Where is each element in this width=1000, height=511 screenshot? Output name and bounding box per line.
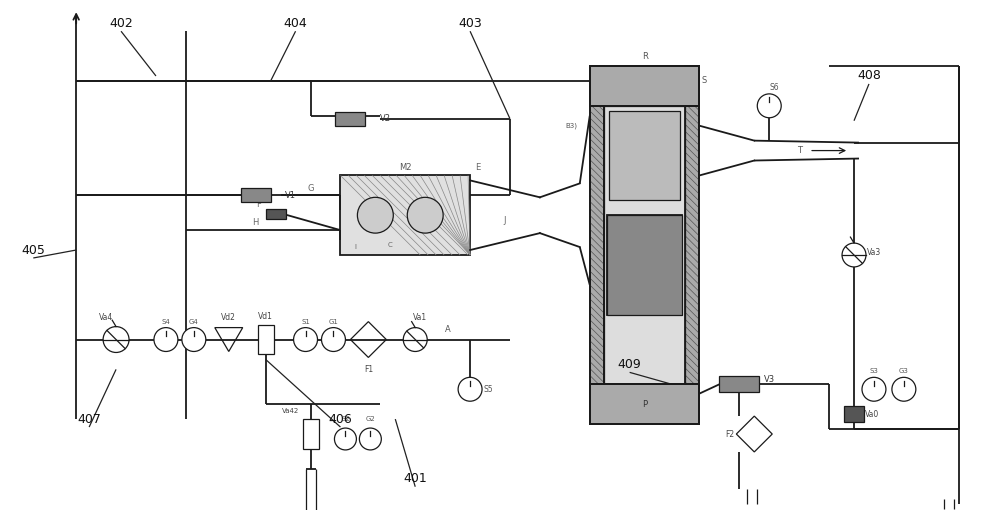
Circle shape (154, 328, 178, 352)
Text: 408: 408 (857, 69, 881, 82)
Text: G2: G2 (365, 416, 375, 422)
Text: Va0: Va0 (865, 410, 879, 419)
Circle shape (403, 328, 427, 352)
Bar (258, 324, 274, 355)
Text: Va1: Va1 (413, 313, 427, 322)
Text: V1: V1 (285, 191, 296, 200)
Bar (607, 215, 682, 315)
Text: D: D (372, 211, 379, 220)
Text: T: T (797, 146, 802, 155)
Text: 403: 403 (458, 17, 482, 30)
Text: J: J (504, 216, 506, 225)
Bar (685, 66, 699, 424)
Text: E: E (475, 163, 481, 172)
Bar (590, 66, 604, 424)
Bar (303, 419, 319, 449)
Circle shape (757, 94, 781, 118)
Text: F: F (256, 200, 261, 209)
Text: 407: 407 (77, 412, 101, 426)
Text: 401: 401 (403, 472, 427, 485)
Bar (607, 215, 682, 315)
Circle shape (458, 377, 482, 401)
Bar (590, 384, 699, 424)
Bar (590, 384, 699, 424)
Text: S2: S2 (341, 416, 350, 422)
Bar (590, 384, 699, 424)
Text: 409: 409 (618, 358, 642, 371)
Text: S: S (702, 77, 707, 85)
Text: 406: 406 (329, 412, 352, 426)
Text: S5: S5 (483, 385, 493, 394)
Bar (844, 406, 864, 422)
Bar (590, 66, 604, 424)
Text: P: P (642, 400, 647, 409)
Text: Va3: Va3 (867, 247, 881, 257)
Text: G4: G4 (189, 319, 199, 324)
Circle shape (321, 328, 345, 352)
Circle shape (862, 377, 886, 401)
Circle shape (182, 328, 206, 352)
Text: Vd1: Vd1 (258, 312, 273, 321)
Bar (590, 66, 699, 106)
Text: V2: V2 (380, 114, 391, 123)
Text: Va4: Va4 (99, 313, 113, 322)
Text: 402: 402 (109, 17, 133, 30)
Text: 404: 404 (284, 17, 307, 30)
Bar (241, 189, 271, 202)
Circle shape (294, 328, 318, 352)
Bar (607, 215, 682, 315)
Text: R: R (642, 52, 648, 61)
Text: B: B (422, 211, 428, 220)
Text: F2: F2 (725, 430, 734, 438)
Text: S1: S1 (301, 319, 310, 324)
Bar (719, 376, 759, 392)
Text: S4: S4 (162, 319, 170, 324)
Bar (609, 111, 680, 200)
Text: G3: G3 (899, 368, 909, 375)
Text: S6: S6 (769, 83, 779, 92)
Text: Vd2: Vd2 (221, 313, 236, 322)
Text: G: G (307, 184, 314, 193)
Bar (590, 66, 604, 424)
Bar (604, 106, 685, 384)
Text: C: C (388, 242, 393, 248)
Text: V3: V3 (764, 375, 775, 384)
Bar (685, 66, 699, 424)
Text: 405: 405 (21, 244, 45, 257)
Bar (590, 66, 699, 106)
Text: Q: Q (641, 151, 648, 160)
Circle shape (407, 197, 443, 233)
Circle shape (359, 428, 381, 450)
Bar (266, 209, 286, 219)
Text: K: K (641, 260, 648, 270)
Text: M2: M2 (399, 163, 412, 172)
Circle shape (357, 197, 393, 233)
Circle shape (103, 327, 129, 353)
Circle shape (334, 428, 356, 450)
Text: G1: G1 (329, 319, 338, 324)
Text: B3): B3) (566, 123, 578, 129)
Bar (335, 112, 365, 126)
Circle shape (842, 243, 866, 267)
Bar (340, 175, 470, 255)
Text: H: H (252, 218, 259, 227)
Bar (685, 66, 699, 424)
Bar (590, 66, 699, 106)
Text: F1: F1 (364, 365, 373, 374)
Text: I: I (354, 244, 356, 250)
Circle shape (892, 377, 916, 401)
Text: S3: S3 (870, 368, 878, 375)
Text: A: A (445, 325, 451, 334)
Text: Va42: Va42 (282, 408, 299, 414)
